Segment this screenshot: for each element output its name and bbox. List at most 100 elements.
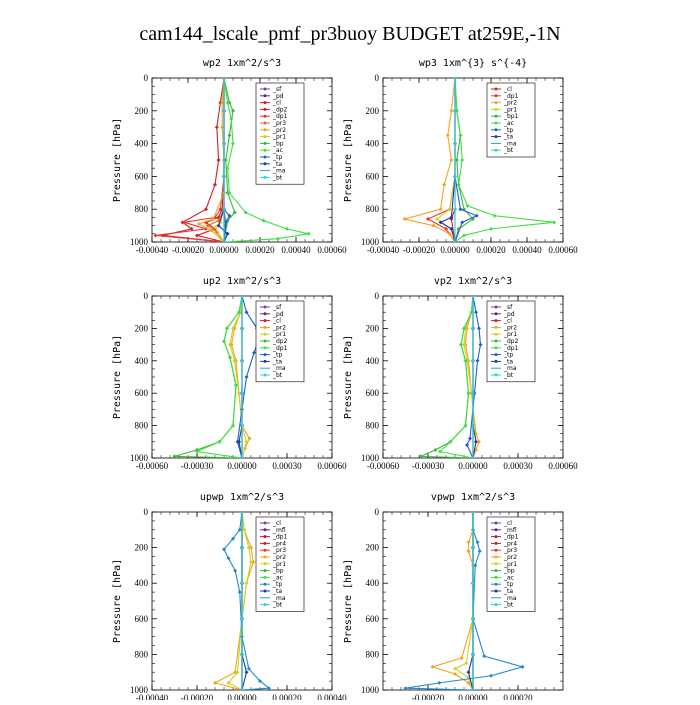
data-point xyxy=(222,108,226,113)
data-point xyxy=(222,141,226,146)
legend-label: _dp2 xyxy=(503,338,519,345)
legend-label: _pr3 xyxy=(272,547,286,554)
data-point xyxy=(462,342,466,347)
legend-label: _ma xyxy=(272,595,286,602)
data-point xyxy=(244,670,249,675)
data-point xyxy=(231,536,235,541)
legend-marker xyxy=(494,148,498,152)
legend-label: _tp xyxy=(272,581,282,588)
legend-marker xyxy=(494,359,498,363)
legend-label: _bt xyxy=(503,147,514,154)
legend-label: _cl xyxy=(503,86,512,93)
legend-marker xyxy=(494,319,498,323)
data-point xyxy=(285,226,289,231)
data-point xyxy=(240,652,244,657)
data-point xyxy=(227,190,232,195)
legend-marker xyxy=(263,332,267,336)
legend-label: _bp xyxy=(503,568,515,575)
legend-marker xyxy=(494,94,498,98)
legend-marker xyxy=(263,603,267,607)
legend-label: _dp1 xyxy=(272,534,288,541)
chart-panel-6: vpwp 1xm^2/s^3 Pressure [hPa] 0 200 400 600 80… xyxy=(343,492,564,703)
data-point xyxy=(240,688,244,690)
data-point xyxy=(456,182,461,187)
legend-marker xyxy=(263,535,267,539)
data-point xyxy=(474,310,478,315)
legend-marker xyxy=(263,339,267,343)
data-point xyxy=(463,358,468,363)
data-point xyxy=(474,439,478,444)
legend-marker xyxy=(494,312,498,316)
legend-marker xyxy=(263,569,267,573)
x-tick-label: 0.00020 xyxy=(476,245,506,255)
legend-marker xyxy=(494,528,498,532)
legend-label: _ta xyxy=(503,134,513,141)
data-point xyxy=(258,679,262,684)
series-line-ac xyxy=(223,78,309,242)
x-tick-label: 0.00030 xyxy=(503,461,533,471)
x-tick-label: -0.00040 xyxy=(136,245,169,255)
data-point xyxy=(235,670,240,675)
data-point xyxy=(468,436,472,441)
data-point xyxy=(466,549,471,554)
legend-marker xyxy=(263,319,267,323)
data-point xyxy=(231,326,235,331)
y-tick-label: 0 xyxy=(375,291,380,301)
data-point xyxy=(459,655,464,660)
data-point xyxy=(453,671,457,676)
y-axis-label: Pressure [hPa] xyxy=(343,335,354,419)
legend-marker xyxy=(263,373,267,377)
legend-label: _dp1 xyxy=(272,345,288,352)
legend-label: _ta xyxy=(503,588,513,595)
legend: _sf_pd_cl_pr2_pr1_dp2_dp1_tp_ta_ma_bt xyxy=(486,300,536,383)
legend-marker xyxy=(494,128,498,132)
data-point xyxy=(228,342,232,347)
data-point xyxy=(276,236,280,241)
data-point xyxy=(477,439,481,444)
data-point xyxy=(459,342,463,347)
x-tick-label: 0.00000 xyxy=(458,693,488,700)
data-point xyxy=(227,133,232,138)
data-point xyxy=(430,664,435,669)
data-point xyxy=(306,231,311,236)
data-point xyxy=(458,133,463,138)
legend-marker xyxy=(263,135,267,139)
data-point xyxy=(218,207,223,212)
y-tick-label: 1000 xyxy=(361,453,380,463)
data-point xyxy=(232,210,237,215)
data-point xyxy=(418,454,423,458)
series-line-pr2 xyxy=(404,78,456,242)
data-point xyxy=(458,207,463,212)
data-point xyxy=(465,203,470,208)
legend-label: _pr1 xyxy=(503,331,517,338)
y-tick-label: 400 xyxy=(135,139,149,149)
legend-marker xyxy=(263,575,267,579)
data-point xyxy=(204,207,208,212)
legend-label: _pr3 xyxy=(503,547,517,554)
legend-label: _pr1 xyxy=(503,106,517,113)
data-point xyxy=(462,326,466,331)
legend-marker xyxy=(263,305,267,309)
legend-marker xyxy=(263,589,267,593)
x-tick-label: 0.00000 xyxy=(209,245,239,255)
data-point xyxy=(453,78,457,80)
y-tick-label: 0 xyxy=(144,507,149,517)
series-group xyxy=(403,512,525,690)
legend-marker xyxy=(263,114,267,118)
data-point xyxy=(471,652,475,657)
y-tick-label: 800 xyxy=(135,421,149,431)
data-point xyxy=(225,166,230,171)
data-point xyxy=(240,358,244,363)
legend-label: _bp1 xyxy=(503,113,519,120)
data-point xyxy=(453,207,457,212)
data-point xyxy=(225,326,229,331)
data-point xyxy=(231,108,235,113)
legend-label: _pd xyxy=(503,311,515,318)
x-tick-label: -0.00020 xyxy=(403,245,436,255)
data-point xyxy=(471,296,475,298)
legend-marker xyxy=(263,141,267,145)
series-line-pr2 xyxy=(464,296,480,458)
data-point xyxy=(471,545,475,550)
data-point xyxy=(214,125,219,130)
legend-marker xyxy=(494,114,498,118)
